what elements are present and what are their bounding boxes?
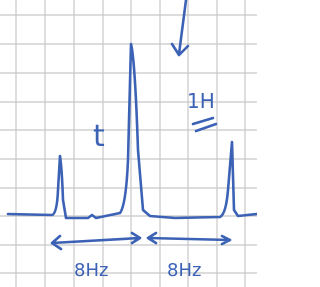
integration-label: 1H [187,89,215,113]
sketch: t 1H 8Hz 8Hz [0,0,257,287]
spacing-label-left: 8Hz [74,260,108,281]
multiplicity-label: t [93,119,105,154]
spacing-label-right: 8Hz [167,260,201,281]
